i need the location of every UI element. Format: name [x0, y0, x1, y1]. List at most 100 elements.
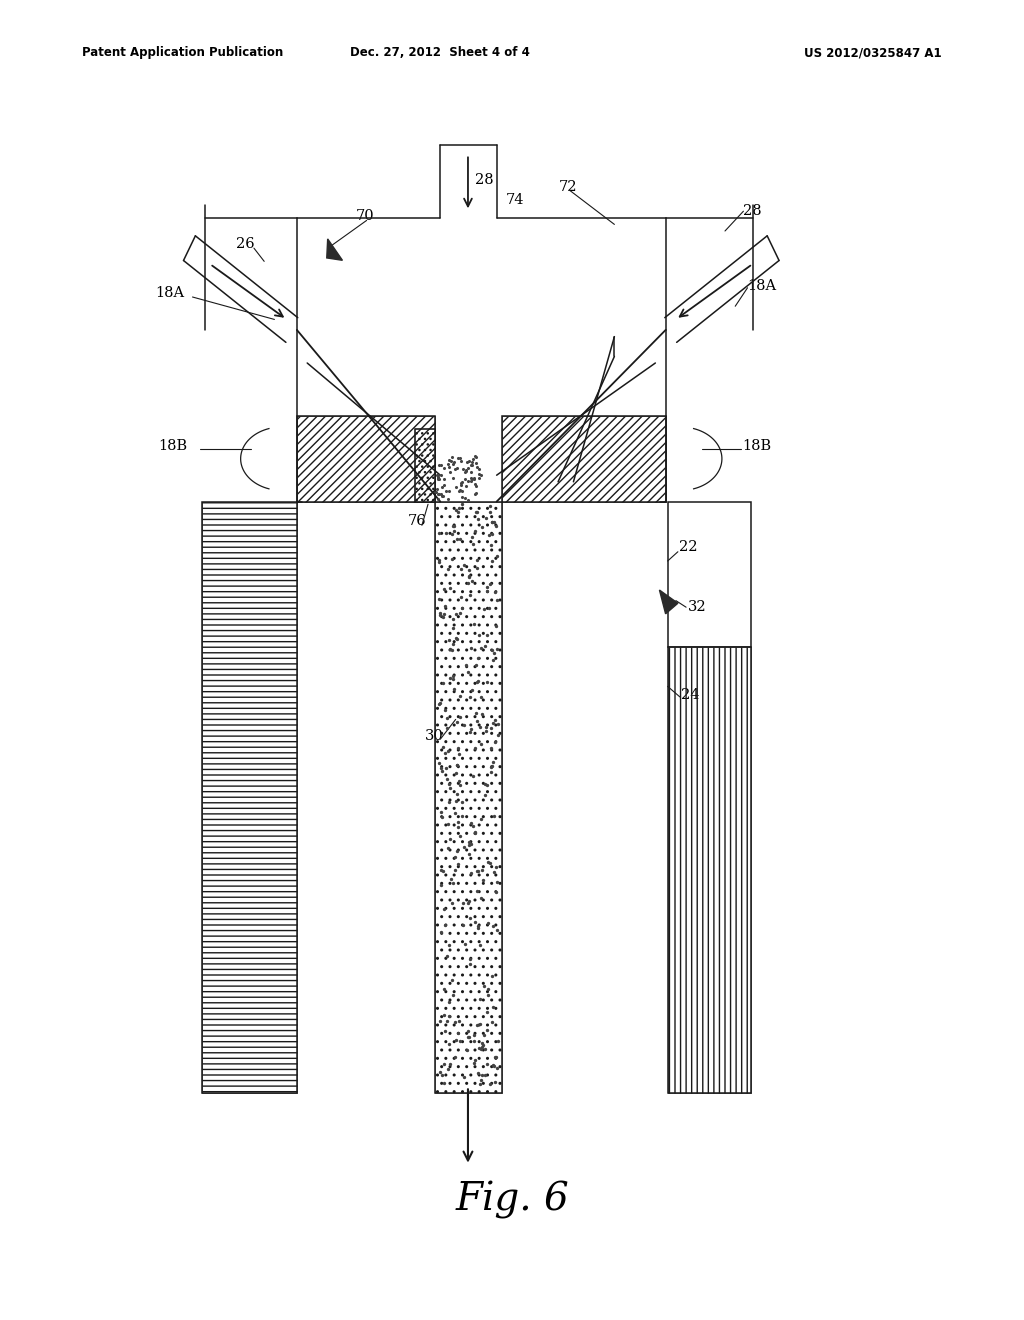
Point	[438, 768, 455, 789]
Point	[451, 480, 467, 502]
Point	[487, 709, 504, 730]
Point	[461, 891, 477, 912]
Point	[456, 1067, 472, 1088]
Point	[440, 480, 457, 502]
Point	[449, 528, 465, 549]
Bar	[668, 647, 751, 1093]
Point	[467, 520, 483, 541]
Point	[474, 704, 490, 725]
Point	[434, 484, 451, 506]
Text: 22: 22	[679, 540, 697, 554]
Point	[479, 912, 496, 933]
Point	[466, 912, 482, 933]
Point	[429, 465, 445, 486]
Point	[462, 949, 478, 970]
Point	[485, 649, 502, 671]
Point	[450, 784, 466, 805]
Point	[465, 533, 481, 554]
Point	[446, 1011, 463, 1032]
Point	[431, 483, 447, 504]
Point	[440, 838, 457, 859]
Point	[463, 862, 479, 883]
Point	[446, 451, 463, 473]
Point	[476, 1024, 493, 1045]
Point	[463, 719, 479, 741]
Point	[479, 851, 496, 873]
Point	[468, 655, 484, 676]
Point	[443, 523, 460, 544]
Bar	[415, 429, 435, 502]
Point	[446, 803, 463, 824]
Point	[433, 801, 450, 822]
Point	[468, 880, 484, 902]
Point	[485, 511, 502, 532]
Point	[454, 474, 470, 495]
Point	[442, 777, 459, 799]
Point	[486, 731, 503, 752]
Point	[453, 1030, 469, 1051]
Point	[450, 502, 466, 523]
Point	[433, 874, 450, 895]
Point	[447, 477, 464, 498]
Point	[463, 454, 479, 475]
Point	[447, 846, 464, 867]
Point	[461, 834, 477, 855]
Point	[440, 630, 457, 651]
Point	[472, 717, 488, 738]
Point	[447, 499, 464, 520]
Point	[474, 1064, 490, 1085]
Bar	[297, 416, 435, 502]
Point	[460, 1020, 476, 1041]
Point	[462, 585, 478, 606]
Point	[450, 817, 466, 838]
Point	[454, 805, 470, 826]
Point	[444, 985, 461, 1006]
Text: 32: 32	[688, 599, 707, 614]
Point	[458, 469, 474, 490]
Point	[461, 450, 477, 471]
Point	[486, 582, 503, 603]
Point	[432, 1011, 449, 1032]
Point	[485, 916, 502, 937]
Point	[474, 1036, 490, 1057]
Text: 28: 28	[743, 203, 762, 218]
Point	[436, 899, 453, 920]
Point	[445, 454, 462, 475]
Point	[432, 483, 449, 504]
Point	[431, 589, 447, 610]
Point	[451, 771, 467, 792]
Point	[463, 834, 479, 855]
Point	[449, 755, 465, 776]
Polygon shape	[327, 239, 342, 260]
Point	[437, 523, 454, 544]
Point	[455, 458, 471, 479]
Point	[454, 480, 470, 502]
Point	[452, 498, 468, 519]
Point	[460, 458, 476, 479]
Point	[468, 475, 484, 496]
Text: 26: 26	[236, 236, 254, 251]
Point	[484, 523, 501, 544]
Point	[458, 461, 474, 482]
Point	[466, 614, 482, 635]
Point	[473, 1069, 489, 1090]
Point	[443, 969, 460, 990]
Point	[433, 465, 450, 486]
Point	[469, 508, 485, 529]
Point	[474, 1032, 490, 1053]
Point	[461, 1026, 477, 1047]
Point	[469, 711, 485, 733]
Point	[441, 935, 458, 956]
Point	[433, 455, 450, 477]
Point	[486, 1047, 503, 1068]
Point	[488, 871, 505, 892]
Point	[462, 953, 478, 974]
Point	[430, 694, 446, 715]
Point	[430, 488, 446, 510]
Point	[450, 711, 466, 733]
Point	[437, 700, 454, 721]
Point	[472, 887, 488, 908]
Point	[436, 915, 453, 936]
Point	[486, 1072, 503, 1093]
Point	[458, 655, 474, 676]
